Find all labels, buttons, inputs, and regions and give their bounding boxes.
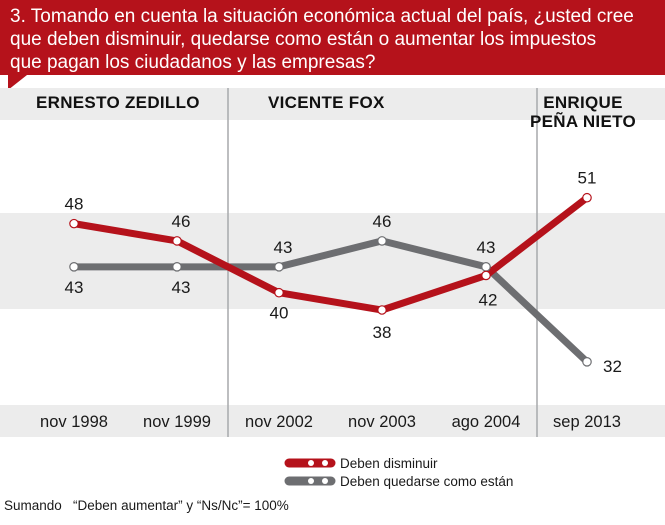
footnote: Sumando “Deben aumentar” y “Ns/Nc”= 100% [4,498,289,513]
plot-band-white-2 [0,309,665,405]
x-axis-band [0,405,665,437]
x-tick-label-1: nov 1999 [143,413,211,431]
data-label-quedarse-1: 43 [172,278,191,297]
x-tick-label-0: nov 1998 [40,413,108,431]
x-tick-label-3: nov 2003 [348,413,416,431]
header-banner [0,0,665,75]
series-layer: 43 43 43 46 43 32 48 46 40 38 42 51 [65,169,622,376]
legend-marker-gray-2 [322,478,328,484]
x-tick-label-4: ago 2004 [452,413,521,431]
data-point-quedarse-3 [377,236,387,246]
question-line-3: que pagan los ciudadanos y las empresas? [10,52,375,73]
header-pointer [8,75,27,90]
era-label-pena-nieto-line-1: ENRIQUE [543,93,623,112]
data-point-quedarse-2 [274,262,284,272]
data-label-quedarse-2: 43 [274,238,293,257]
question-line-2: que deben disminuir, quedarse como están… [10,29,596,50]
era-label-fox: VICENTE FOX [268,93,385,112]
plot-band-top [0,88,665,120]
data-point-quedarse-4 [481,262,491,272]
data-point-disminuir-4 [481,270,491,281]
legend-label-quedarse: Deben quedarse como están [340,474,513,489]
x-tick-label-2: nov 2002 [245,413,313,431]
series-line-disminuir [70,194,591,314]
data-label-quedarse-3: 46 [373,212,392,231]
x-tick-label-5: sep 2013 [553,413,621,431]
series-line-quedarse [70,237,591,366]
data-point-disminuir-5 [582,192,592,203]
data-label-disminuir-4: 42 [479,290,498,309]
x-axis-ticks: nov 1998 nov 1999 nov 2002 nov 2003 ago 2004… [40,413,621,431]
data-point-quedarse-5 [582,357,592,367]
data-label-quedarse-4: 43 [477,238,496,257]
data-point-quedarse-1 [172,262,182,272]
legend-marker-gray [308,478,314,484]
data-label-quedarse-0: 43 [65,278,84,297]
data-point-disminuir-2 [274,287,284,298]
data-point-disminuir-1 [172,236,182,246]
data-point-disminuir-0 [69,218,79,229]
legend-marker-red-2 [322,460,328,466]
data-point-quedarse-0 [69,262,79,272]
data-point-disminuir-3 [377,305,387,315]
legend-marker-red [308,460,314,466]
data-label-quedarse-5: 32 [603,357,622,376]
data-label-disminuir-2: 40 [270,304,289,323]
data-label-disminuir-5: 51 [578,169,597,188]
data-label-disminuir-3: 38 [373,323,392,342]
legend: Deben disminuir Deben quedarse como está… [284,456,513,489]
plot-band-white-1 [0,120,665,213]
era-label-pena-nieto-line-2: PEÑA NIETO [530,111,636,131]
legend-label-disminuir: Deben disminuir [340,456,438,471]
era-label-zedillo: ERNESTO ZEDILLO [36,93,200,112]
data-label-disminuir-0: 48 [65,195,84,214]
data-label-disminuir-1: 46 [172,212,191,231]
question-line-1: 3. Tomando en cuenta la situación económ… [10,6,634,27]
